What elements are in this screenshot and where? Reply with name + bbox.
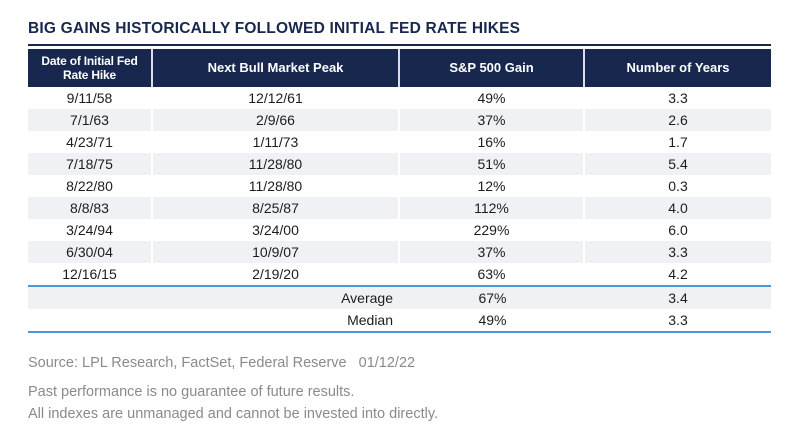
table-bottom-rule <box>28 331 771 333</box>
source-text: Source: LPL Research, FactSet, Federal R… <box>28 355 347 371</box>
table-row: 9/11/58 12/12/61 49% 3.3 <box>28 87 771 109</box>
table-cell: 7/18/75 <box>28 153 151 175</box>
table-top-rule <box>28 44 771 46</box>
table-cell: 8/25/87 <box>153 197 398 219</box>
table-cell: 12% <box>400 175 583 197</box>
table-cell: 8/8/83 <box>28 197 151 219</box>
disclaimer-line-2: All indexes are unmanaged and cannot be … <box>28 406 439 422</box>
table-row: 3/24/94 3/24/00 229% 6.0 <box>28 219 771 241</box>
table-cell: 37% <box>400 241 583 263</box>
source-date: 01/12/22 <box>358 355 416 371</box>
summary-gain-value: 49% <box>478 312 507 328</box>
header-cell-peak: Next Bull Market Peak <box>153 49 398 87</box>
figure-footer: Source: LPL Research, FactSet, Federal R… <box>28 355 438 425</box>
summary-divider-top <box>28 285 771 287</box>
table-cell: 4.0 <box>585 197 771 219</box>
summary-years-value: 3.3 <box>668 312 688 328</box>
table-cell: 6/30/04 <box>28 241 151 263</box>
table-cell: 112% <box>400 197 583 219</box>
table-cell: 3.3 <box>585 241 771 263</box>
table-cell: 16% <box>400 131 583 153</box>
table-cell: 0.3 <box>585 175 771 197</box>
table-cell: 1.7 <box>585 131 771 153</box>
header-cell-years: Number of Years <box>585 49 771 87</box>
table-cell: 11/28/80 <box>153 153 398 175</box>
table-cell: 49% <box>400 87 583 109</box>
table-cell: 3/24/94 <box>28 219 151 241</box>
header-cell-gain: S&P 500 Gain <box>400 49 583 87</box>
table-cell: 2/19/20 <box>153 263 398 285</box>
table-cell: 3.3 <box>585 87 771 109</box>
source-line: Source: LPL Research, FactSet, Federal R… <box>28 355 438 372</box>
table-cell: 51% <box>400 153 583 175</box>
summary-row-median: Median 49% 3.3 <box>28 309 771 331</box>
table-cell: 229% <box>400 219 583 241</box>
table-row: 4/23/71 1/11/73 16% 1.7 <box>28 131 771 153</box>
table-cell: 1/11/73 <box>153 131 398 153</box>
table-cell: 63% <box>400 263 583 285</box>
table-cell: 11/28/80 <box>153 175 398 197</box>
table-cell: 3/24/00 <box>153 219 398 241</box>
table-cell: 37% <box>400 109 583 131</box>
table-cell: 10/9/07 <box>153 241 398 263</box>
table-cell: 8/22/80 <box>28 175 151 197</box>
table-row: 8/8/83 8/25/87 112% 4.0 <box>28 197 771 219</box>
summary-label: Average <box>341 290 393 306</box>
table-row: 6/30/04 10/9/07 37% 3.3 <box>28 241 771 263</box>
summary-years-value: 3.4 <box>668 290 688 306</box>
summary-row-average: Average 67% 3.4 <box>28 287 771 309</box>
table-cell: 2.6 <box>585 109 771 131</box>
table-cell: 5.4 <box>585 153 771 175</box>
summary-gain-value: 67% <box>478 290 507 306</box>
table-cell: 9/11/58 <box>28 87 151 109</box>
fed-rate-hike-table: Date of Initial Fed Rate Hike Next Bull … <box>28 44 771 333</box>
table-cell: 12/16/15 <box>28 263 151 285</box>
table-cell: 2/9/66 <box>153 109 398 131</box>
table-row: 7/18/75 11/28/80 51% 5.4 <box>28 153 771 175</box>
table-cell: 6.0 <box>585 219 771 241</box>
disclaimer-line-1: Past performance is no guarantee of futu… <box>28 384 355 400</box>
page-title: BIG GAINS HISTORICALLY FOLLOWED INITIAL … <box>28 20 521 37</box>
table-row: 12/16/15 2/19/20 63% 4.2 <box>28 263 771 285</box>
table-row: 7/1/63 2/9/66 37% 2.6 <box>28 109 771 131</box>
disclaimer-block: Past performance is no guarantee of futu… <box>28 381 438 425</box>
table-header-row: Date of Initial Fed Rate Hike Next Bull … <box>28 49 771 87</box>
table-row: 8/22/80 11/28/80 12% 0.3 <box>28 175 771 197</box>
table-cell: 4/23/71 <box>28 131 151 153</box>
summary-label: Median <box>347 312 393 328</box>
table-cell: 12/12/61 <box>153 87 398 109</box>
table-cell: 7/1/63 <box>28 109 151 131</box>
header-cell-date: Date of Initial Fed Rate Hike <box>28 49 151 87</box>
table-cell: 4.2 <box>585 263 771 285</box>
